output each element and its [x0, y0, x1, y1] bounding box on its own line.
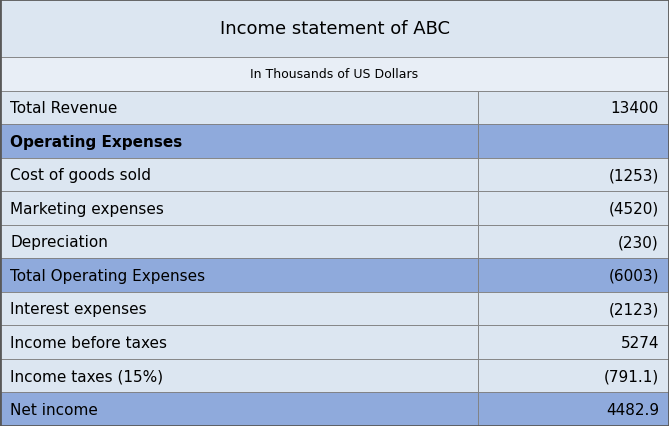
- Bar: [478, 192, 669, 225]
- Bar: [478, 393, 669, 426]
- Text: Income taxes (15%): Income taxes (15%): [10, 368, 163, 383]
- Bar: [0, 58, 669, 92]
- Text: (230): (230): [618, 235, 659, 250]
- Bar: [0, 292, 478, 325]
- Bar: [478, 259, 669, 292]
- Text: Net income: Net income: [10, 402, 98, 417]
- Bar: [0, 0, 669, 58]
- Text: Marketing expenses: Marketing expenses: [10, 201, 164, 216]
- Bar: [0, 393, 478, 426]
- Text: Depreciation: Depreciation: [10, 235, 108, 250]
- Bar: [0, 125, 478, 158]
- Bar: [0, 259, 478, 292]
- Text: Operating Expenses: Operating Expenses: [10, 134, 182, 149]
- Bar: [0, 225, 478, 259]
- Text: (1253): (1253): [609, 168, 659, 183]
- Bar: [0, 92, 478, 125]
- Bar: [478, 359, 669, 393]
- Text: 4482.9: 4482.9: [606, 402, 659, 417]
- Bar: [0, 359, 478, 393]
- Text: (4520): (4520): [609, 201, 659, 216]
- Bar: [478, 125, 669, 158]
- Bar: [478, 325, 669, 359]
- Text: Income statement of ABC: Income statement of ABC: [219, 20, 450, 38]
- Bar: [0, 192, 478, 225]
- Bar: [478, 225, 669, 259]
- Text: 13400: 13400: [611, 101, 659, 116]
- Text: Cost of goods sold: Cost of goods sold: [10, 168, 151, 183]
- Text: (6003): (6003): [609, 268, 659, 283]
- Bar: [0, 325, 478, 359]
- Text: (2123): (2123): [609, 302, 659, 317]
- Bar: [478, 158, 669, 192]
- Text: Interest expenses: Interest expenses: [10, 302, 147, 317]
- Text: Income before taxes: Income before taxes: [10, 335, 167, 350]
- Bar: [478, 92, 669, 125]
- Text: 5274: 5274: [620, 335, 659, 350]
- Text: In Thousands of US Dollars: In Thousands of US Dollars: [250, 68, 419, 81]
- Bar: [478, 292, 669, 325]
- Bar: [0, 158, 478, 192]
- Text: (791.1): (791.1): [603, 368, 659, 383]
- Text: Total Operating Expenses: Total Operating Expenses: [10, 268, 205, 283]
- Text: Total Revenue: Total Revenue: [10, 101, 118, 116]
